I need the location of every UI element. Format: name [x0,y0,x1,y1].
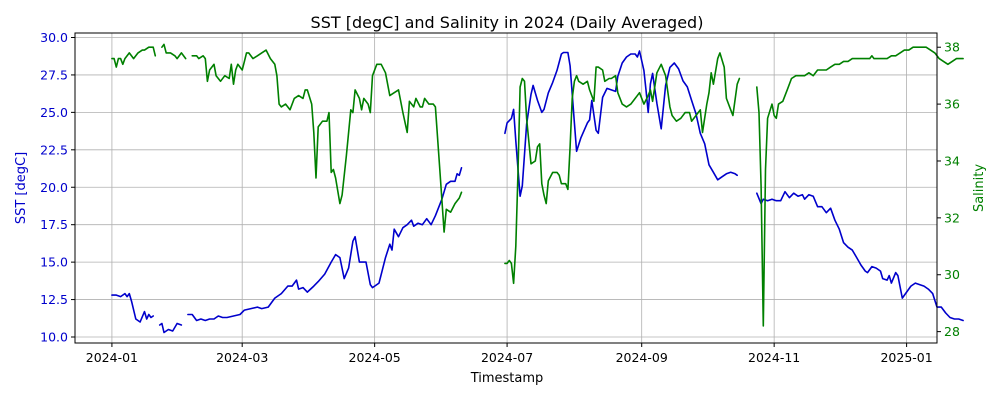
sst-line-segment [111,292,154,323]
salinity-line-segment [504,52,741,285]
left-y-tick-label: 27.5 [40,67,68,82]
right-y-tick-label: 32 [944,210,960,225]
sst-series [111,50,964,334]
left-y-tick-label: 15.0 [40,255,68,270]
plot-area [111,43,964,334]
sst-line-segment [158,322,183,334]
left-y-tick-label: 22.5 [40,142,68,157]
salinity-line-segment [161,43,187,60]
x-tick-label: 2024-03 [216,350,268,365]
grid-lines [75,33,937,343]
x-tick-label: 2024-09 [616,350,668,365]
sst-line-segment [187,167,463,322]
left-y-tick-label: 30.0 [40,30,68,45]
x-axis-label: Timestamp [470,371,544,386]
salinity-line-segment [755,46,964,327]
x-tick-label: 2024-01 [86,350,138,365]
right-y-tick-label: 34 [944,153,960,168]
left-y-tick-label: 10.0 [40,330,68,345]
salinity-series [111,43,964,327]
right-y-tick-label: 30 [944,267,960,282]
left-y-axis-label: SST [degC] [14,152,29,224]
x-tick-label: 2024-05 [349,350,401,365]
left-y-tick-label: 20.0 [40,180,68,195]
x-tick-label: 2025-01 [880,350,932,365]
plot-frame [74,32,938,344]
left-y-tick-label: 25.0 [40,105,68,120]
x-tick-label: 2024-07 [481,350,533,365]
salinity-line-segment [111,46,157,68]
right-y-tick-label: 28 [944,324,960,339]
right-y-tick-label: 36 [944,97,960,112]
x-tick-label: 2024-11 [748,350,800,365]
right-y-tick-label: 38 [944,40,960,55]
salinity-line-segment [191,49,463,233]
left-y-tick-label: 17.5 [40,217,68,232]
chart-title: SST [degC] and Salinity in 2024 (Daily A… [311,13,704,32]
right-y-axis-label: Salinity [972,164,987,212]
left-y-tick-label: 12.5 [40,292,68,307]
right-y-axis-ticks: 28 30 32 34 36 38 [937,40,960,339]
sst-line-segment [755,190,964,322]
left-y-axis-ticks: 10.0 12.5 15.0 17.5 20.0 22.5 25.0 27.5 30.0 [40,30,75,345]
x-axis-ticks: 2024-01 2024-03 2024-05 2024-07 2024-09 2024-… [86,343,933,365]
